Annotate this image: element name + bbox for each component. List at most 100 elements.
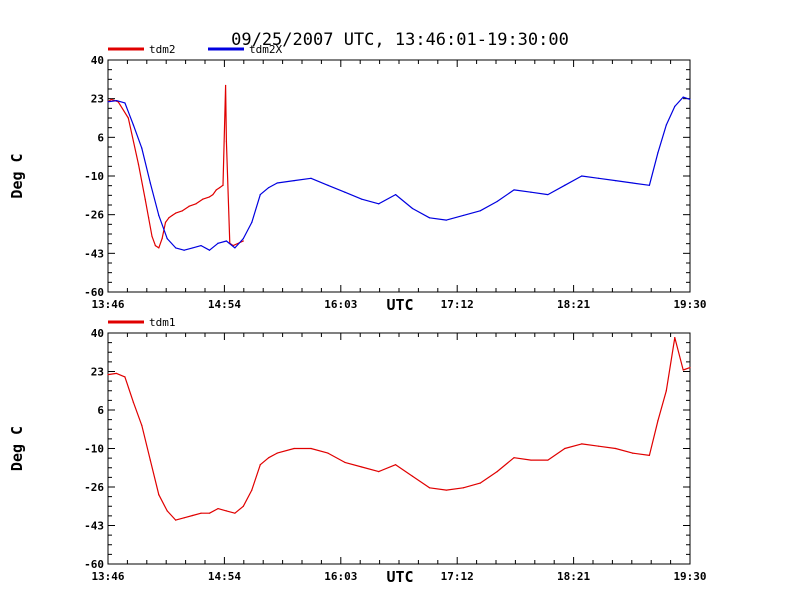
data-point-tdm2X xyxy=(378,203,380,205)
data-point-tdm1 xyxy=(428,487,431,489)
data-point-tdm2X xyxy=(513,189,515,191)
data-point-tdm1 xyxy=(208,512,211,514)
data-point-tdm2X xyxy=(208,249,211,251)
x-axis-label: UTC xyxy=(386,296,413,314)
x-axis-label: UTC xyxy=(386,568,413,586)
data-point-tdm1 xyxy=(564,447,566,450)
y-tick-label: -43 xyxy=(84,520,104,533)
data-point-tdm1 xyxy=(327,452,329,454)
data-point-tdm2X xyxy=(149,182,151,184)
data-point-tdm2 xyxy=(110,98,112,101)
y-tick-label: -26 xyxy=(84,481,104,494)
data-point-tdm2 xyxy=(181,210,184,212)
data-point-tdm2X xyxy=(276,182,278,184)
data-point-tdm1 xyxy=(149,459,151,461)
data-point-tdm1 xyxy=(682,369,684,371)
data-point-tdm2X xyxy=(310,177,312,179)
data-point-tdm1 xyxy=(217,507,219,510)
data-point-tdm2X xyxy=(657,152,659,154)
data-point-tdm1 xyxy=(631,452,634,454)
data-point-tdm2 xyxy=(154,245,156,247)
data-point-tdm1 xyxy=(166,510,168,512)
data-point-tdm1 xyxy=(665,390,667,392)
y-tick-label: 6 xyxy=(97,404,104,417)
data-point-tdm1 xyxy=(674,337,676,339)
data-point-tdm2X xyxy=(648,184,650,186)
data-point-tdm2X xyxy=(674,105,676,107)
data-point-tdm1 xyxy=(107,373,109,376)
data-point-tdm1 xyxy=(395,464,397,466)
data-point-tdm1 xyxy=(344,461,346,463)
data-point-tdm2 xyxy=(208,196,211,198)
data-point-tdm1 xyxy=(614,447,617,450)
data-point-tdm2X xyxy=(141,147,143,149)
data-point-tdm2X xyxy=(682,96,684,98)
data-point-tdm2X xyxy=(445,219,447,221)
data-point-tdm1 xyxy=(598,445,600,447)
data-point-tdm2X xyxy=(225,240,228,242)
data-point-tdm2X xyxy=(175,247,177,249)
legend-label-tdm2: tdm2 xyxy=(149,43,176,56)
x-tick-label: 14:54 xyxy=(208,570,241,583)
x-tick-label: 19:30 xyxy=(673,570,706,583)
data-point-tdm2X xyxy=(132,124,134,126)
data-point-tdm1 xyxy=(479,482,481,484)
data-point-tdm2X xyxy=(166,238,168,240)
data-point-tdm1 xyxy=(251,489,253,491)
data-point-tdm2X xyxy=(107,101,109,103)
data-point-tdm2X xyxy=(344,191,346,193)
data-point-tdm1 xyxy=(462,487,464,489)
data-point-tdm2 xyxy=(242,240,244,242)
data-point-tdm2X xyxy=(564,184,566,186)
data-point-tdm1 xyxy=(268,457,270,459)
data-point-tdm2X xyxy=(530,191,532,193)
x-tick-label: 16:03 xyxy=(324,298,357,311)
data-point-tdm2 xyxy=(195,203,197,205)
data-point-tdm2X xyxy=(242,238,244,240)
data-point-tdm2X xyxy=(268,187,270,189)
data-point-tdm2X xyxy=(158,214,160,217)
data-point-tdm1 xyxy=(225,510,228,512)
data-point-tdm2X xyxy=(581,175,583,177)
data-point-tdm1 xyxy=(175,519,177,521)
data-point-tdm2 xyxy=(219,187,221,189)
series-line-tdm1 xyxy=(107,337,691,521)
x-tick-label: 18:21 xyxy=(557,298,590,311)
data-point-tdm2X xyxy=(124,102,126,104)
data-point-tdm1 xyxy=(132,401,134,403)
data-point-tdm1 xyxy=(259,464,261,466)
data-point-tdm2 xyxy=(164,221,167,223)
data-point-tdm2 xyxy=(212,193,214,196)
data-point-tdm1 xyxy=(411,475,414,477)
data-point-tdm2X xyxy=(547,193,549,196)
data-point-tdm2 xyxy=(171,214,173,217)
y-tick-label: -26 xyxy=(84,209,104,222)
data-point-tdm2X xyxy=(614,180,617,182)
data-point-tdm1 xyxy=(124,376,126,378)
y-tick-label: 40 xyxy=(91,54,104,67)
data-point-tdm1 xyxy=(276,452,278,454)
data-point-tdm2X xyxy=(293,180,295,182)
data-point-tdm1 xyxy=(657,420,659,422)
data-point-tdm1 xyxy=(191,514,194,517)
y-tick-label: -10 xyxy=(84,170,104,183)
data-point-tdm2 xyxy=(175,212,177,214)
x-tick-label: 18:21 xyxy=(557,570,590,583)
data-point-tdm1 xyxy=(242,505,244,507)
y-tick-label: -60 xyxy=(84,558,104,571)
data-point-tdm2 xyxy=(222,184,224,186)
x-tick-label: 16:03 xyxy=(324,570,357,583)
y-tick-label: 23 xyxy=(91,366,104,379)
y-axis-label: Deg C xyxy=(8,153,26,198)
data-point-tdm2 xyxy=(127,117,129,119)
data-point-tdm2X xyxy=(251,221,253,223)
data-point-tdm2 xyxy=(168,217,170,219)
data-point-tdm1 xyxy=(689,367,691,369)
data-point-tdm1 xyxy=(115,372,118,375)
data-point-tdm2 xyxy=(225,140,228,142)
data-point-tdm2 xyxy=(137,163,140,165)
series-line-tdm2X xyxy=(107,96,691,251)
